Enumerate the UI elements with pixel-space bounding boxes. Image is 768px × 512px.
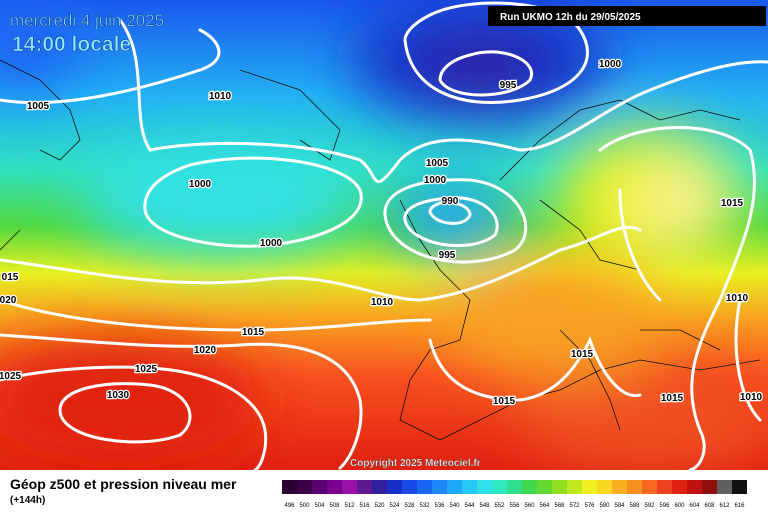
isobar-label: 990 <box>442 196 459 207</box>
colorbar-cell <box>642 480 657 494</box>
colorbar-label: 524 <box>389 503 400 509</box>
colorbar-label: 608 <box>704 503 715 509</box>
colorbar-cell <box>372 480 387 494</box>
colorbar-label: 500 <box>299 503 310 509</box>
colorbar-label: 584 <box>614 503 625 509</box>
colorbar-cell <box>342 480 357 494</box>
colorbar-cell <box>477 480 492 494</box>
colorbar-label: 540 <box>449 503 460 509</box>
colorbar-cell <box>552 480 567 494</box>
isobar-label: 1000 <box>189 179 212 190</box>
colorbar-label: 532 <box>419 503 430 509</box>
colorbar-label: 560 <box>524 503 535 509</box>
map-date: mercredi 4 juin 2025 <box>10 11 164 30</box>
legend-subtitle: (+144h) <box>10 495 45 506</box>
colorbar-cell <box>297 480 312 494</box>
colorbar-label: 536 <box>434 503 445 509</box>
isobar-label: 1010 <box>740 392 763 403</box>
isobar-label: 1005 <box>27 101 50 112</box>
colorbar-label: 600 <box>674 503 685 509</box>
colorbar-cell <box>507 480 522 494</box>
isobar-label: 015 <box>2 272 19 283</box>
colorbar-label: 576 <box>584 503 595 509</box>
colorbar-cell <box>687 480 702 494</box>
isobar-label: 1000 <box>599 59 622 70</box>
colorbar-label: 596 <box>659 503 670 509</box>
colorbar-cell <box>612 480 627 494</box>
colorbar-cell <box>672 480 687 494</box>
isobar-label: 1005 <box>426 158 449 169</box>
colorbar-label: 516 <box>359 503 370 509</box>
isobar-label: 1000 <box>260 238 283 249</box>
colorbar-cell <box>582 480 597 494</box>
isobar-label: 1030 <box>107 390 130 401</box>
colorbar-label: 564 <box>539 503 550 509</box>
isobar-label: 995 <box>500 80 517 91</box>
height-field <box>0 0 768 470</box>
colorbar-cell <box>327 480 342 494</box>
colorbar-cell <box>357 480 372 494</box>
colorbar-label: 544 <box>464 503 475 509</box>
colorbar-label: 496 <box>284 503 295 509</box>
coastlines <box>0 59 761 441</box>
colorbar-label: 552 <box>494 503 505 509</box>
colorbar-cell <box>732 480 747 494</box>
colorbar-label: 612 <box>719 503 730 509</box>
colorbar-cell <box>717 480 732 494</box>
run-box <box>488 6 766 26</box>
isobar-label: 1015 <box>242 327 265 338</box>
isobars <box>0 1 768 472</box>
colorbar-label: 580 <box>599 503 610 509</box>
copyright: Copyright 2025 Meteociel.fr <box>350 458 481 469</box>
colorbar-cell <box>432 480 447 494</box>
colorbar-cell <box>657 480 672 494</box>
colorbar-label: 616 <box>734 503 745 509</box>
colorbar-cell <box>387 480 402 494</box>
colorbar-label: 520 <box>374 503 385 509</box>
colorbar-label: 568 <box>554 503 565 509</box>
isobar-label: 1010 <box>371 297 394 308</box>
colorbar-label: 572 <box>569 503 580 509</box>
colorbar-cell <box>597 480 612 494</box>
isobar-label: 1015 <box>721 198 744 209</box>
colorbar-label: 528 <box>404 503 415 509</box>
isobar-label: 1010 <box>209 91 232 102</box>
colorbar-label: 508 <box>329 503 340 509</box>
colorbar-cell <box>417 480 432 494</box>
colorbar-label: 548 <box>479 503 490 509</box>
colorbar-label: 512 <box>344 503 355 509</box>
colorbar-cell <box>567 480 582 494</box>
legend-title: Géop z500 et pression niveau mer <box>10 476 237 492</box>
isobar-label: 1015 <box>493 396 516 407</box>
colorbar-cell <box>522 480 537 494</box>
isobar-label: 1015 <box>661 393 684 404</box>
isobar-label: 1020 <box>194 345 217 356</box>
colorbar-cell <box>402 480 417 494</box>
isobar-label: 1000 <box>424 175 447 186</box>
isobar-label: 1025 <box>135 364 158 375</box>
isobar-label: 995 <box>439 250 456 261</box>
colorbar-cell <box>282 480 297 494</box>
colorbar-label: 556 <box>509 503 520 509</box>
isobar-label: 020 <box>0 295 17 306</box>
isobar-label: 1010 <box>726 293 749 304</box>
colorbar-label: 504 <box>314 503 325 509</box>
colorbar-cell <box>462 480 477 494</box>
colorbar-label: 604 <box>689 503 700 509</box>
isobar-label: 1015 <box>571 349 594 360</box>
colorbar-label: 592 <box>644 503 655 509</box>
colorbar-cell <box>447 480 462 494</box>
isobar-label: 1025 <box>0 371 22 382</box>
colorbar-cell <box>312 480 327 494</box>
map-time: 14:00 locale <box>12 33 131 56</box>
colorbar-label: 588 <box>629 503 640 509</box>
run-info: Run UKMO 12h du 29/05/2025 <box>500 12 641 23</box>
colorbar-cell <box>492 480 507 494</box>
colorbar-cell <box>627 480 642 494</box>
colorbar-cell <box>537 480 552 494</box>
colorbar-cell <box>702 480 717 494</box>
